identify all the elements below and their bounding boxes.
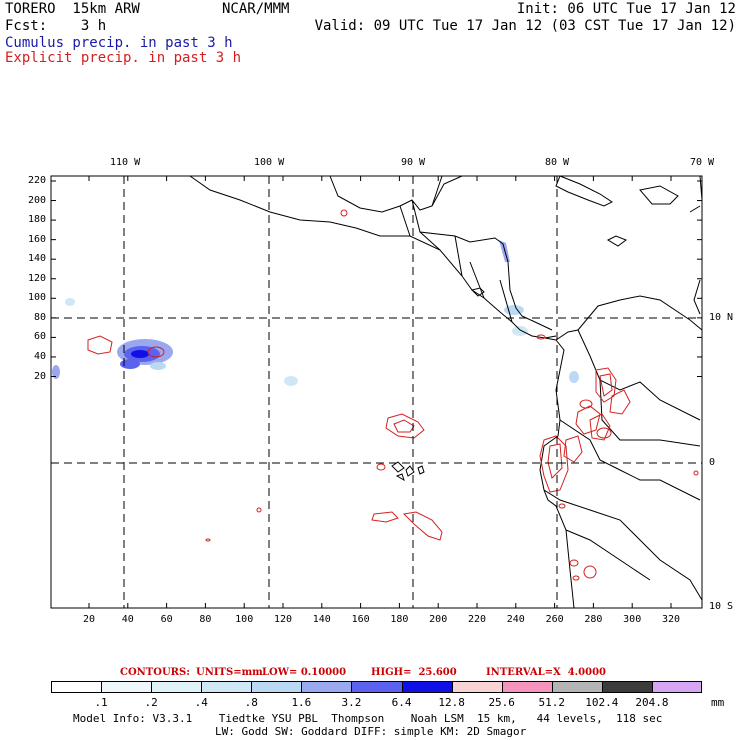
lon-label-80w: 80 W (545, 157, 570, 168)
colorbar-swatch (451, 681, 502, 693)
y-tick-label: 60 (33, 331, 46, 343)
x-tick-label: 260 (545, 614, 564, 625)
y-tick-label: 80 (33, 311, 46, 323)
cumulus-precip-shading (52, 240, 579, 386)
forecast-hour: Fcst: 3 h (5, 18, 107, 34)
colorbar-swatch (601, 681, 652, 693)
colorbar-label: 25.6 (488, 696, 515, 709)
colorbar-swatch (401, 681, 452, 693)
contours-label: CONTOURS: (120, 667, 190, 678)
x-tick-label: 200 (429, 614, 448, 625)
contours-units: UNITS=mm (196, 667, 263, 678)
physics-info-line: LW: Godd SW: Goddard DIFF: simple KM: 2D… (215, 725, 527, 738)
y-tick-label: 40 (33, 350, 46, 362)
graticule (51, 176, 702, 608)
y-tick-label: 100 (27, 292, 46, 304)
x-tick-label: 180 (390, 614, 409, 625)
colorbar-label: 1.6 (291, 696, 312, 709)
contours-interval: INTERVAL=X 4.0000 (486, 667, 606, 678)
map-frame (50, 175, 703, 609)
colorbar-swatch (301, 681, 352, 693)
colorbar-swatch (351, 681, 402, 693)
colorbar-label: 3.2 (341, 696, 362, 709)
model-info-line: Model Info: V3.3.1 Tiedtke YSU PBL Thomp… (73, 712, 663, 725)
x-tick-label: 60 (160, 614, 173, 625)
colorbar-swatch (201, 681, 252, 693)
colorbar-swatch (51, 681, 102, 693)
axis-ticks (51, 176, 702, 608)
x-tick-label: 220 (467, 614, 487, 625)
explicit-precip-contours (87, 209, 699, 581)
x-tick-label: 100 (235, 614, 254, 625)
colorbar-label: .4 (194, 696, 208, 709)
x-tick-label: 320 (661, 614, 681, 625)
org-label: NCAR/MMM (222, 1, 290, 17)
lon-label-90w: 90 W (401, 157, 426, 168)
colorbar-swatch (101, 681, 152, 693)
colorbar-swatch (251, 681, 302, 693)
x-tick-label: 300 (623, 614, 642, 625)
y-tick-label: 200 (27, 194, 46, 206)
colorbar-unit: mm (711, 696, 725, 709)
contours-low: LOW= 0.10000 (262, 667, 347, 678)
colorbar-label: 51.2 (538, 696, 566, 709)
contours-high: HIGH= 25.600 (371, 667, 457, 678)
init-time: Init: 06 UTC Tue 17 Jan 12 (516, 1, 736, 17)
y-tick-label: 220 (27, 175, 46, 186)
colorbar-label: 102.4 (585, 696, 619, 709)
field-cumulus-label: Cumulus precip. in past 3 h (5, 35, 233, 51)
colorbar-swatch (151, 681, 202, 693)
x-tick-label: 40 (121, 614, 134, 625)
lat-label-0: 0 (709, 457, 716, 468)
colorbar-label: 12.8 (438, 696, 465, 709)
colorbar-swatch (501, 681, 552, 693)
x-tick-label: 160 (351, 614, 370, 625)
lat-label-10n: 10 N (709, 312, 734, 323)
x-tick-label: 240 (506, 614, 525, 625)
y-tick-label: 120 (27, 272, 46, 284)
lon-label-110w: 110 W (110, 157, 141, 168)
x-tick-label: 20 (82, 614, 96, 625)
x-tick-label: 120 (273, 614, 293, 625)
colorbar-swatch (551, 681, 602, 693)
field-explicit-label: Explicit precip. in past 3 h (5, 50, 242, 66)
colorbar-label: .1 (94, 696, 108, 709)
model-title: TORERO 15km ARW (5, 1, 140, 17)
lon-label-100w: 100 W (254, 157, 285, 168)
x-tick-label: 280 (584, 614, 603, 625)
valid-time: Valid: 09 UTC Tue 17 Jan 12 (03 CST Tue … (314, 18, 736, 34)
colorbar-label: 6.4 (391, 696, 412, 709)
colorbar-label: .2 (144, 696, 158, 709)
x-tick-label: 80 (199, 614, 212, 625)
y-tick-label: 180 (27, 214, 46, 226)
coastlines (189, 175, 703, 609)
y-tick-label: 140 (27, 253, 46, 265)
lon-label-70w: 70 W (690, 157, 715, 168)
y-tick-label: 160 (27, 233, 46, 245)
y-tick-label: 20 (33, 370, 46, 382)
lat-label-10s: 10 S (709, 601, 734, 612)
colorbar-label: .8 (244, 696, 258, 709)
colorbar-label: 204.8 (635, 696, 669, 709)
x-tick-label: 140 (312, 614, 331, 625)
colorbar-swatch (651, 681, 702, 693)
